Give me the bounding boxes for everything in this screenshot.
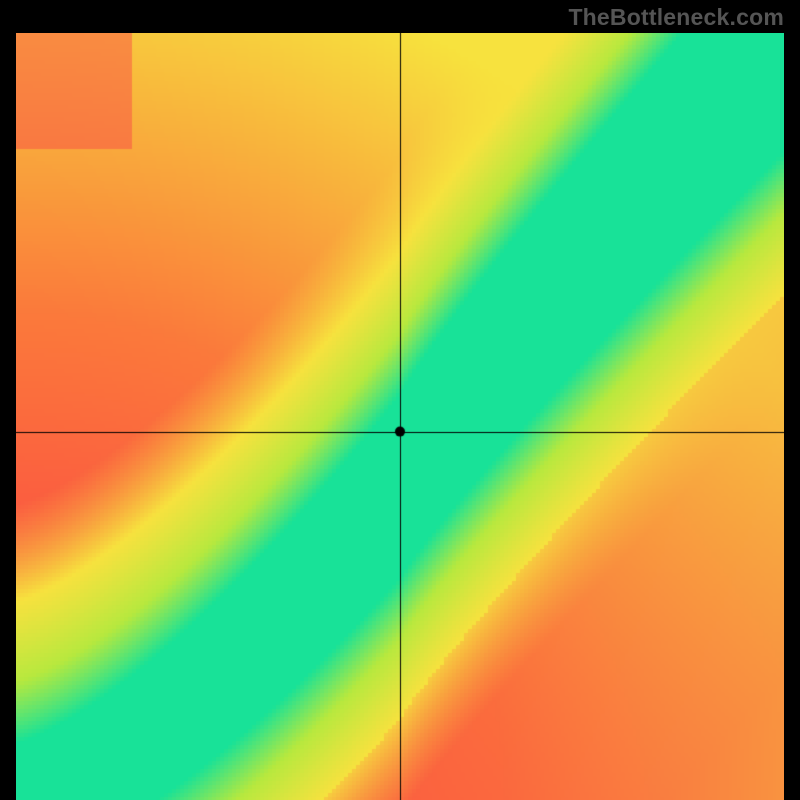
watermark-text: TheBottleneck.com [568, 4, 784, 31]
heatmap-canvas [16, 33, 784, 800]
chart-root: TheBottleneck.com [0, 0, 800, 800]
